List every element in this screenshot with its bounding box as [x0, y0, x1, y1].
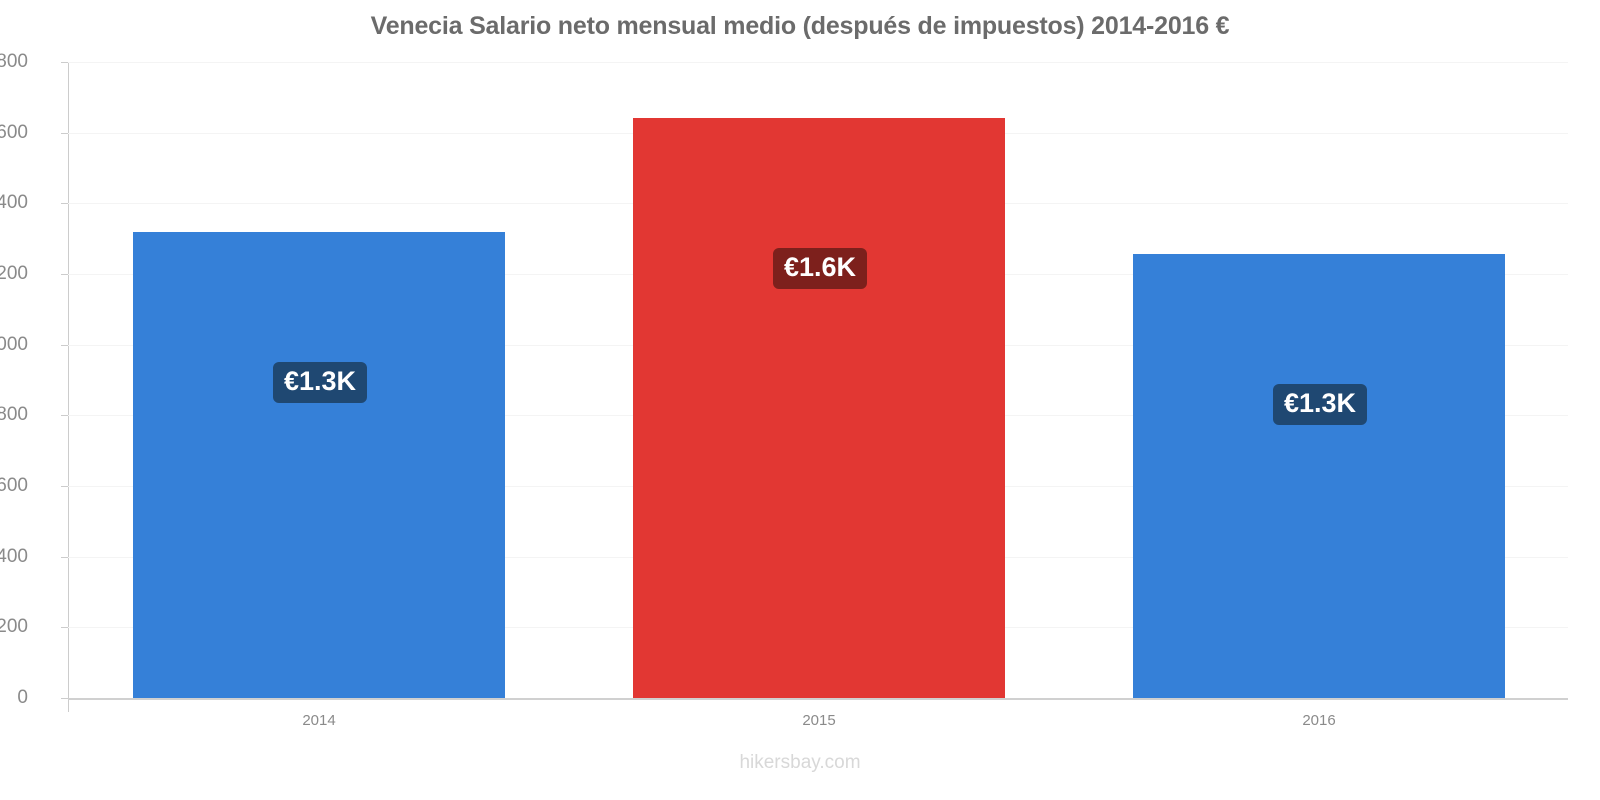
- axis-baseline: [68, 698, 1568, 700]
- y-axis-line: [68, 62, 69, 712]
- watermark: hikersbay.com: [739, 752, 861, 773]
- y-axis-tick-mark: [61, 627, 68, 629]
- y-axis-tick-label: 1800: [0, 51, 28, 72]
- y-axis-tick-mark: [61, 132, 68, 134]
- y-axis-tick-mark: [61, 274, 68, 275]
- x-axis-tick-label-2016: 2016: [1302, 712, 1336, 729]
- chart-title: Venecia Salario neto mensual medio (desp…: [370, 12, 1230, 40]
- y-axis-tick-label: 0: [17, 687, 28, 708]
- plot-area: 1800 1600 1400 1200 1000 800 600 400 200 0 €1.3K €1…: [0, 51, 1568, 708]
- gridline: [68, 62, 1568, 63]
- y-axis-tick-label: 600: [0, 475, 28, 496]
- y-axis-tick-mark: [61, 486, 68, 487]
- y-axis-tick-label: 1400: [0, 192, 28, 214]
- y-axis-tick-mark: [61, 344, 68, 346]
- y-axis-tick-label: 1000: [0, 333, 28, 355]
- y-axis-tick-mark: [61, 415, 68, 417]
- bar-value-label-2016: €1.3K: [1273, 383, 1368, 425]
- y-axis-tick-label: 1200: [0, 263, 28, 284]
- x-axis-tick-label-2015: 2015: [802, 712, 836, 729]
- bar-2016[interactable]: [1133, 253, 1505, 698]
- y-axis-tick-label: 400: [0, 545, 28, 567]
- y-axis-tick-label: 1600: [0, 121, 28, 143]
- y-axis-tick-label: 200: [0, 616, 28, 638]
- x-axis-tick-label-2014: 2014: [302, 712, 336, 729]
- y-axis-tick-label: 800: [0, 404, 28, 426]
- y-axis-tick-mark: [61, 62, 68, 63]
- y-axis-tick-mark: [61, 698, 68, 699]
- bar-value-label-2015: €1.6K: [773, 247, 868, 289]
- y-axis-tick-mark: [61, 203, 68, 205]
- bar-2015[interactable]: [633, 117, 1005, 698]
- y-axis-tick-mark: [61, 556, 68, 558]
- bar-value-label-2014: €1.3K: [273, 361, 368, 403]
- bar-2014[interactable]: [133, 231, 505, 698]
